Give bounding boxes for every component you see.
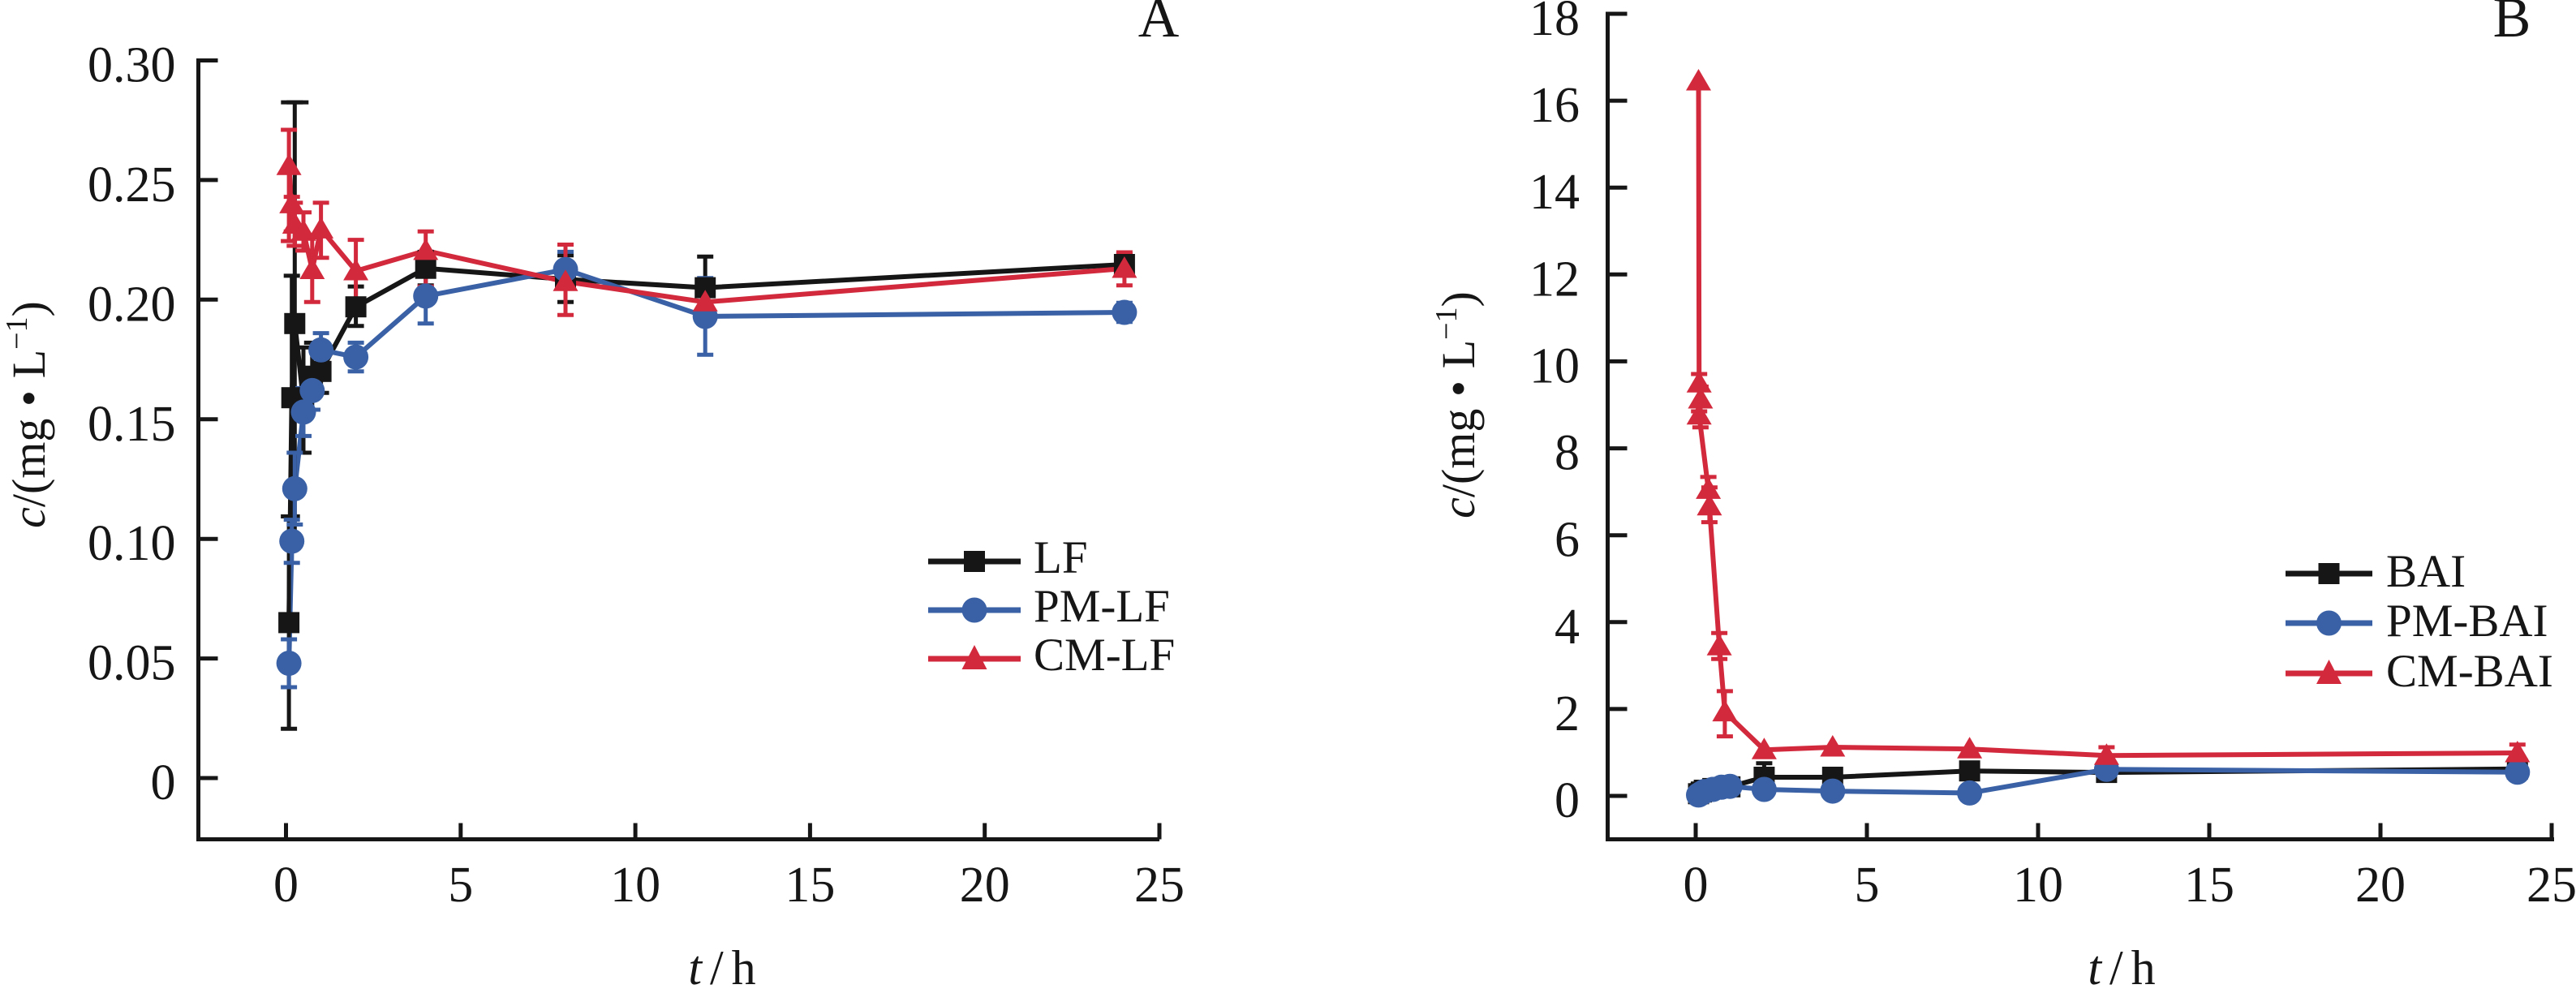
svg-text:16: 16 xyxy=(1529,78,1580,133)
svg-text:4: 4 xyxy=(1555,600,1580,655)
svg-text:CM-BAI: CM-BAI xyxy=(2386,646,2553,697)
svg-text:12: 12 xyxy=(1529,252,1580,307)
svg-text:18: 18 xyxy=(1529,0,1580,46)
svg-text:10: 10 xyxy=(1529,338,1580,393)
svg-text:0.25: 0.25 xyxy=(88,157,176,213)
svg-text:0: 0 xyxy=(151,755,176,811)
svg-text:25: 25 xyxy=(1134,858,1185,913)
svg-text:10: 10 xyxy=(610,858,660,913)
svg-text:0.20: 0.20 xyxy=(88,277,176,332)
svg-text:2: 2 xyxy=(1555,686,1580,742)
svg-text:c/(mg • L−1): c/(mg • L−1) xyxy=(0,301,55,528)
svg-text:25: 25 xyxy=(2527,858,2576,913)
svg-text:t/h: t/h xyxy=(688,941,763,985)
svg-text:0.15: 0.15 xyxy=(88,397,176,452)
svg-text:20: 20 xyxy=(2355,858,2406,913)
svg-text:A: A xyxy=(1138,0,1180,49)
svg-text:BAI: BAI xyxy=(2386,546,2466,597)
svg-text:14: 14 xyxy=(1529,165,1580,220)
svg-text:20: 20 xyxy=(960,858,1010,913)
svg-text:0.10: 0.10 xyxy=(88,516,176,571)
svg-text:15: 15 xyxy=(2184,858,2234,913)
svg-text:15: 15 xyxy=(785,858,835,913)
svg-text:6: 6 xyxy=(1555,513,1580,568)
svg-text:0.05: 0.05 xyxy=(88,636,176,691)
svg-text:0: 0 xyxy=(1555,773,1580,828)
svg-text:5: 5 xyxy=(1855,858,1880,913)
svg-text:LF: LF xyxy=(1034,532,1088,583)
svg-text:10: 10 xyxy=(2013,858,2063,913)
svg-text:0.30: 0.30 xyxy=(88,38,176,93)
svg-text:CM-LF: CM-LF xyxy=(1034,630,1175,681)
svg-text:8: 8 xyxy=(1555,426,1580,481)
svg-text:PM-BAI: PM-BAI xyxy=(2386,596,2548,647)
svg-text:0: 0 xyxy=(1684,858,1709,913)
svg-text:5: 5 xyxy=(448,858,473,913)
svg-text:t/h: t/h xyxy=(2088,941,2163,985)
svg-text:PM-LF: PM-LF xyxy=(1034,581,1170,632)
svg-text:B: B xyxy=(2493,0,2531,49)
svg-text:0: 0 xyxy=(273,858,299,913)
